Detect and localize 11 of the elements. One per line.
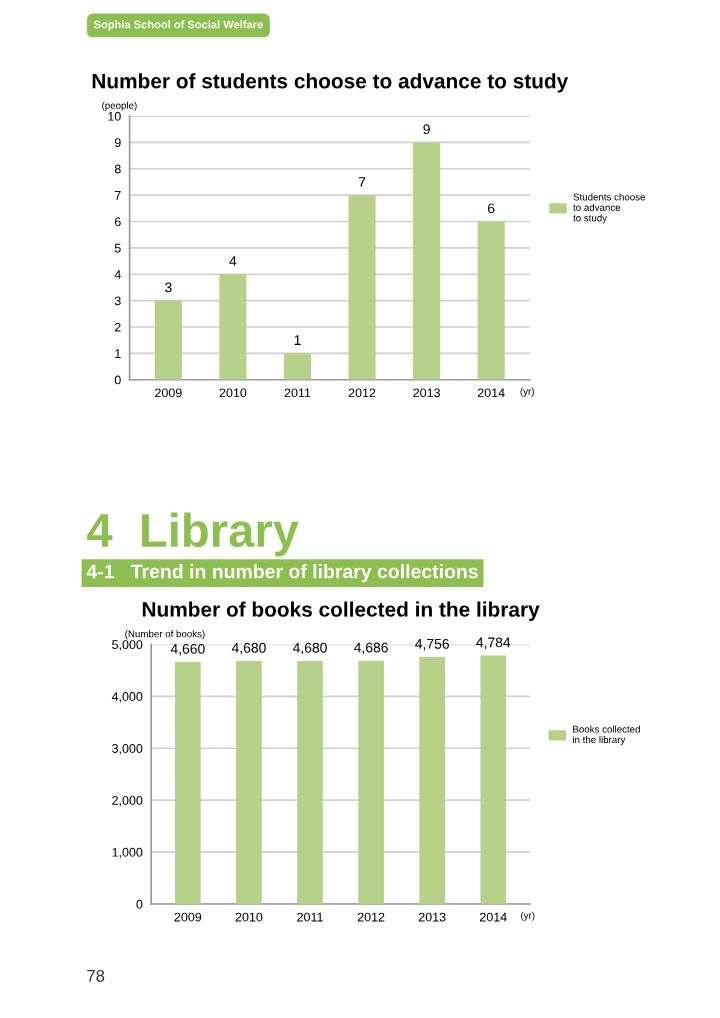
bar (283, 353, 312, 380)
chart-title: Number of books collected in the library (142, 601, 540, 621)
bar (413, 142, 441, 380)
text: 4 Library (87, 512, 299, 557)
bar (348, 195, 376, 380)
bar (219, 274, 247, 380)
chart-title: Number of students choose to advance to study (92, 73, 569, 93)
bar (154, 300, 182, 380)
text: 78 (87, 969, 105, 982)
bar (477, 221, 505, 380)
text: 4-1 Trend in number of library collections (86, 564, 478, 583)
